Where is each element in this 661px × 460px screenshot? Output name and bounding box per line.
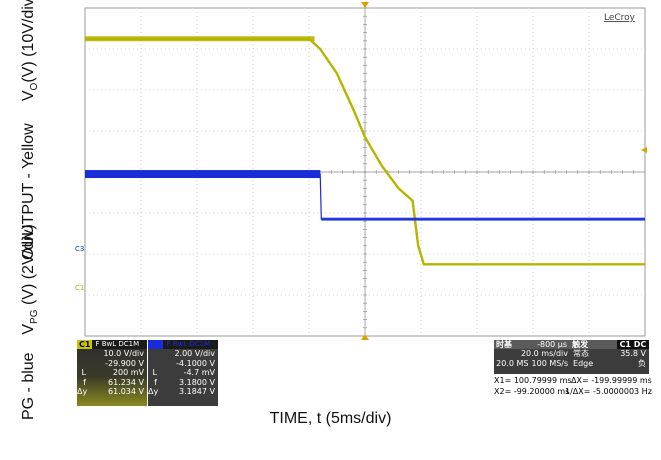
trace-c1-noise-band	[85, 36, 315, 42]
ch3-tags: F BwL DC1M	[166, 340, 211, 348]
ch3-value: -4.7 mV	[183, 368, 215, 378]
ch1-label	[77, 349, 89, 358]
sample-count: 20.0 MS	[496, 358, 529, 368]
ch3-value: 3.1800 V	[178, 377, 215, 387]
ch3-label	[148, 359, 160, 368]
ch3-label	[148, 349, 160, 358]
trigger-mode: 常态	[573, 349, 589, 359]
trigger-level-marker	[641, 147, 647, 153]
y-axis-label-bottom: PG - blue VPG (V) (2V/div)	[20, 224, 41, 420]
brand-logo: LeCroy	[604, 13, 636, 23]
cursor-x2: X2= -99.20000 ms	[494, 387, 570, 396]
ch1-value: 10.0 V/div	[103, 349, 144, 359]
timebase-header: 时基	[496, 340, 512, 349]
trigger-level: 35.8 V	[620, 349, 647, 359]
x-axis-label: TIME, t (5ms/div)	[269, 410, 392, 427]
cursor-x1: X1= 100.79999 ms	[494, 376, 572, 385]
c1-marker: C1	[75, 284, 84, 292]
ch1-label: L	[81, 368, 86, 378]
ch1-info-panel: C1 F BwL DC1M 10.0 V/div -29.900 V L 200 …	[77, 340, 147, 406]
ch1-value: -29.900 V	[105, 358, 144, 368]
timebase-scale: 20.0 ms/div	[520, 349, 568, 359]
top-marker	[361, 2, 369, 8]
trace-c3-low-band	[321, 217, 645, 221]
y-axis-label-top: OUUTPUT - Yellow VO(V) (10V/div)	[20, 0, 41, 260]
ch3-label: f	[154, 377, 157, 387]
ch1-badge: C1	[77, 340, 93, 350]
ch3-value: 2.00 V/div	[174, 349, 215, 359]
cursor-delta-x: ΔX= -199.99999 ms	[571, 376, 652, 385]
sample-rate: 100 MS/s	[531, 358, 569, 368]
ch1-value: 61.234 V	[107, 377, 144, 387]
trigger-marker-bottom	[361, 334, 369, 340]
trigger-header: 触发	[572, 340, 589, 349]
ch3-badge: C3	[148, 340, 164, 350]
ch3-info-panel: C3 F BwL DC1M 2.00 V/div -4.1000 V L -4.7…	[148, 340, 218, 406]
ch3-label: Δy	[148, 387, 159, 397]
ch1-label: f	[83, 377, 86, 387]
ch1-label: Δy	[77, 387, 88, 397]
c3-marker: C3	[75, 245, 84, 253]
trigger-badge: C1 DC	[616, 340, 649, 350]
ch1-value: 200 mV	[112, 368, 144, 378]
timebase-delay: -800 µs	[537, 340, 568, 349]
ch1-label	[77, 359, 89, 368]
ch1-tags: F BwL DC1M	[95, 340, 140, 348]
ch3-label: L	[152, 368, 157, 378]
ch1-value: 61.034 V	[107, 387, 144, 397]
timebase-trigger-panel: 时基 -800 µs 触发 C1 DC 20.0 ms/div 常态 35.8 …	[494, 340, 649, 374]
cursor-inverse-delta-x: 1/ΔX= -5.0000003 Hz	[565, 387, 652, 396]
ch3-value: -4.1000 V	[176, 358, 215, 368]
trigger-slope: 负	[638, 358, 646, 368]
trigger-type: Edge	[573, 358, 594, 368]
trace-c3-noise-band	[85, 170, 321, 179]
traces	[85, 36, 645, 266]
ch3-value: 3.1847 V	[178, 387, 215, 397]
